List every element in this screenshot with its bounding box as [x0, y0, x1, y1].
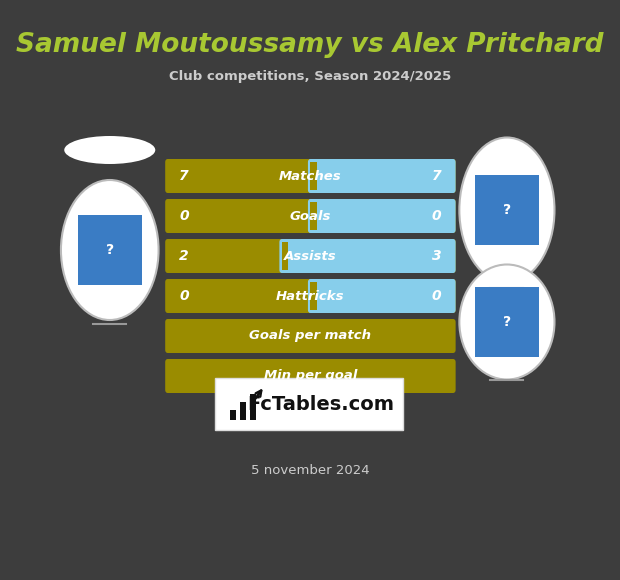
Text: Assists: Assists — [284, 249, 337, 263]
FancyBboxPatch shape — [165, 319, 456, 353]
Text: 0: 0 — [432, 289, 441, 303]
Text: 0: 0 — [179, 289, 189, 303]
Text: Matches: Matches — [279, 169, 342, 183]
FancyBboxPatch shape — [165, 159, 456, 193]
Bar — [311, 202, 317, 230]
Text: 2: 2 — [179, 249, 189, 263]
FancyBboxPatch shape — [308, 279, 456, 313]
Text: Samuel Moutoussamy vs Alex Pritchard: Samuel Moutoussamy vs Alex Pritchard — [16, 32, 604, 58]
Text: 0: 0 — [432, 209, 441, 223]
FancyBboxPatch shape — [165, 279, 456, 313]
FancyBboxPatch shape — [215, 378, 404, 430]
Text: Club competitions, Season 2024/2025: Club competitions, Season 2024/2025 — [169, 70, 451, 83]
Text: 3: 3 — [432, 249, 441, 263]
Bar — [311, 162, 317, 190]
Bar — [250, 394, 256, 420]
FancyBboxPatch shape — [165, 199, 456, 233]
Text: Goals per match: Goals per match — [249, 329, 371, 343]
Bar — [240, 402, 246, 420]
Text: ?: ? — [503, 315, 511, 329]
Text: FcTables.com: FcTables.com — [247, 394, 394, 414]
Text: ?: ? — [503, 203, 511, 217]
FancyBboxPatch shape — [165, 239, 456, 273]
FancyBboxPatch shape — [308, 159, 456, 193]
Text: Goals: Goals — [290, 209, 331, 223]
Text: 7: 7 — [179, 169, 189, 183]
Ellipse shape — [459, 137, 554, 282]
Ellipse shape — [459, 264, 554, 379]
Text: 7: 7 — [432, 169, 441, 183]
Ellipse shape — [64, 136, 155, 164]
FancyBboxPatch shape — [280, 239, 456, 273]
Ellipse shape — [61, 180, 159, 320]
Bar — [311, 282, 317, 310]
Text: 5 november 2024: 5 november 2024 — [250, 463, 370, 477]
Text: Min per goal: Min per goal — [264, 369, 357, 382]
Bar — [282, 242, 288, 270]
Text: ?: ? — [105, 243, 114, 257]
Bar — [230, 410, 236, 420]
Text: Hattricks: Hattricks — [276, 289, 345, 303]
Text: 0: 0 — [179, 209, 189, 223]
FancyBboxPatch shape — [165, 359, 456, 393]
FancyBboxPatch shape — [308, 199, 456, 233]
